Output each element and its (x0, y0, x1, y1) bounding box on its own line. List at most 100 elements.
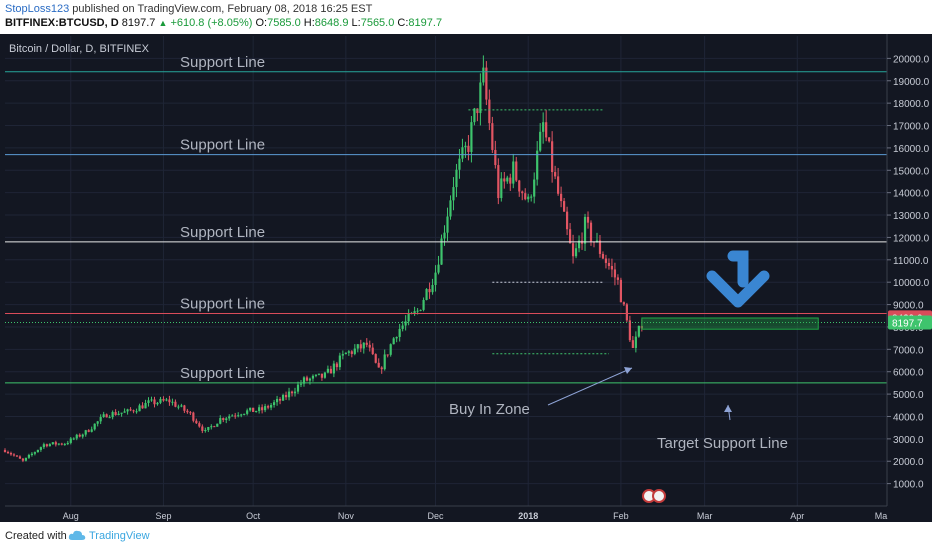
candle-body (389, 344, 392, 355)
candle-body (341, 354, 344, 356)
candle-body (557, 176, 560, 194)
y-tick-label: 3000.0 (893, 435, 924, 446)
candle-body (108, 417, 111, 419)
candle-body (293, 391, 297, 394)
candle-body (524, 193, 527, 200)
y-tick-label: 13000.0 (893, 211, 930, 222)
candle-body (392, 338, 395, 345)
candle-body (491, 123, 494, 150)
candle-body (589, 222, 593, 242)
candle-body (105, 414, 108, 418)
target-support-label: Target Support Line (657, 435, 788, 452)
candle-body (362, 342, 365, 349)
candle-body (374, 354, 377, 363)
open-label: O: (255, 17, 268, 29)
candle-body (494, 149, 497, 166)
candle-body (162, 398, 165, 401)
candle-body (386, 354, 389, 356)
candle-body (610, 266, 614, 270)
support-line-label: Support Line (180, 365, 265, 382)
candle-body (48, 444, 51, 447)
support-line-label: Support Line (180, 54, 265, 71)
y-tick-label: 7000.0 (893, 345, 924, 356)
candle-body (314, 374, 318, 376)
candle-body (183, 405, 186, 411)
price-axis[interactable]: 1000.0 2000.0 3000.0 4000.0 5000.0 6000.0 7000… (886, 34, 932, 522)
candle-body (437, 264, 440, 273)
candle-body (24, 457, 28, 461)
candle-body (404, 321, 407, 326)
time-axis[interactable]: Aug Sep Oct Nov Dec 2018 Feb Mar Apr Ma (0, 505, 932, 522)
y-tick-label: 5000.0 (893, 390, 924, 401)
y-tick-label: 19000.0 (893, 77, 930, 88)
high-label: H: (303, 17, 315, 29)
y-tick-label: 10000.0 (893, 278, 930, 289)
candle-body (422, 299, 425, 310)
candle-body (560, 193, 563, 202)
candle-body (305, 377, 309, 381)
candle-body (545, 122, 548, 138)
candle-body (66, 442, 69, 445)
candle-body (290, 391, 294, 394)
candle-body (252, 407, 255, 412)
x-tick-label: Dec (428, 511, 445, 521)
candle-body (401, 325, 404, 329)
candle-body (165, 399, 168, 401)
candle-body (332, 363, 335, 374)
close-value: 8197.7 (408, 17, 443, 29)
candle-body (335, 363, 338, 368)
candle-body (479, 82, 482, 114)
price-change: +610.8 (+8.05%) (170, 17, 253, 29)
candle-body (470, 122, 473, 152)
y-tick-label: 4000.0 (893, 412, 924, 423)
candle-body (90, 429, 93, 432)
candle-body (371, 347, 374, 355)
candle-body (413, 311, 416, 314)
candle-body (311, 375, 315, 379)
candle-body (533, 179, 536, 197)
candle-body (577, 240, 581, 249)
candle-body (117, 413, 120, 415)
candle-body (407, 313, 410, 322)
x-tick-label: Aug (63, 511, 79, 521)
candle-body (326, 368, 330, 373)
candle-body (554, 172, 557, 177)
candle-body (225, 418, 228, 421)
price-chart[interactable]: Support Line Support Line Support Line Supp… (0, 34, 932, 522)
candle-body (231, 415, 234, 417)
candle-body (344, 352, 347, 355)
candle-body (51, 442, 54, 445)
x-tick-label: 2018 (518, 511, 538, 521)
candle-body (518, 180, 521, 192)
candle-body (186, 410, 189, 413)
support-line-label: Support Line (180, 224, 265, 241)
candle-body (168, 399, 171, 403)
candle-body (434, 272, 437, 285)
candle-body (637, 325, 640, 337)
candle-body (296, 384, 300, 392)
buy-zone-pointer (547, 367, 633, 406)
chart-title: Bitcoin / Dollar, D, BITFINEX (9, 43, 150, 55)
x-tick-label: Feb (613, 511, 629, 521)
candle-body (380, 367, 383, 370)
candle-body (156, 402, 159, 405)
up-arrow-icon: ▲ (158, 18, 168, 28)
candle-body (69, 438, 72, 443)
y-tick-label: 1000.0 (893, 480, 924, 491)
candle-body (368, 344, 371, 348)
candle-body (586, 216, 590, 223)
candle-body (571, 243, 575, 257)
candle-body (201, 426, 204, 431)
candle-body (57, 443, 60, 445)
candle-body (171, 401, 174, 403)
tradingview-brand[interactable]: TradingView (89, 530, 150, 542)
candle-body (542, 122, 545, 132)
low-value: 7565.0 (360, 17, 395, 29)
candle-body (284, 394, 288, 398)
candle-body (72, 438, 75, 440)
candle-body (12, 454, 16, 456)
candle-body (619, 279, 623, 303)
publish-info: StopLoss123 published on TradingView.com… (5, 3, 372, 15)
author-link[interactable]: StopLoss123 (5, 3, 70, 15)
candle-body (180, 405, 183, 407)
